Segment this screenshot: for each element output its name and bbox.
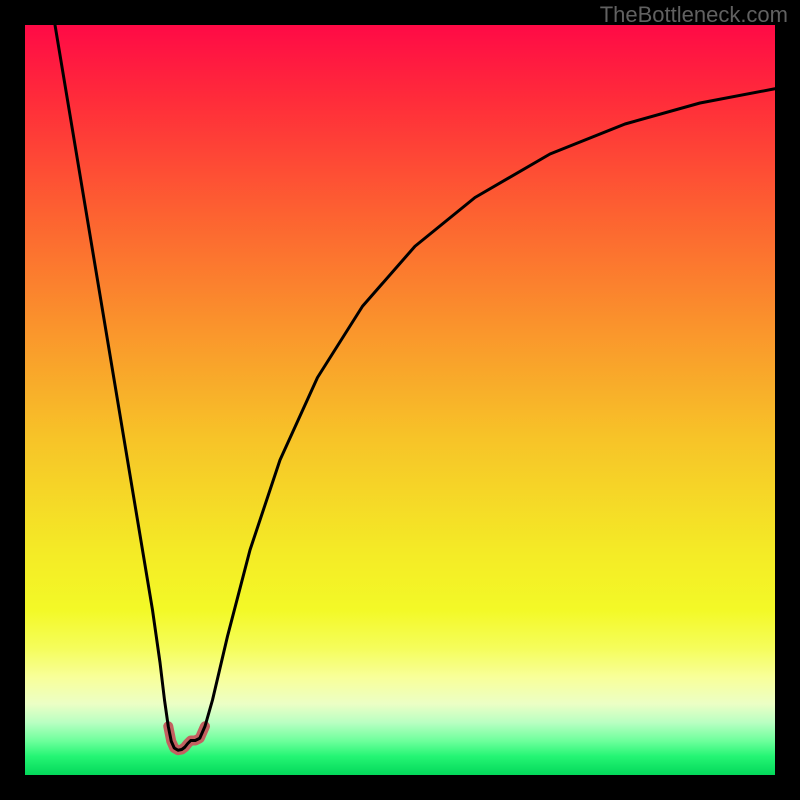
plot-background-gradient <box>25 25 775 775</box>
chart-svg <box>0 0 800 800</box>
bottleneck-chart: TheBottleneck.com <box>0 0 800 800</box>
watermark-label: TheBottleneck.com <box>600 2 788 28</box>
